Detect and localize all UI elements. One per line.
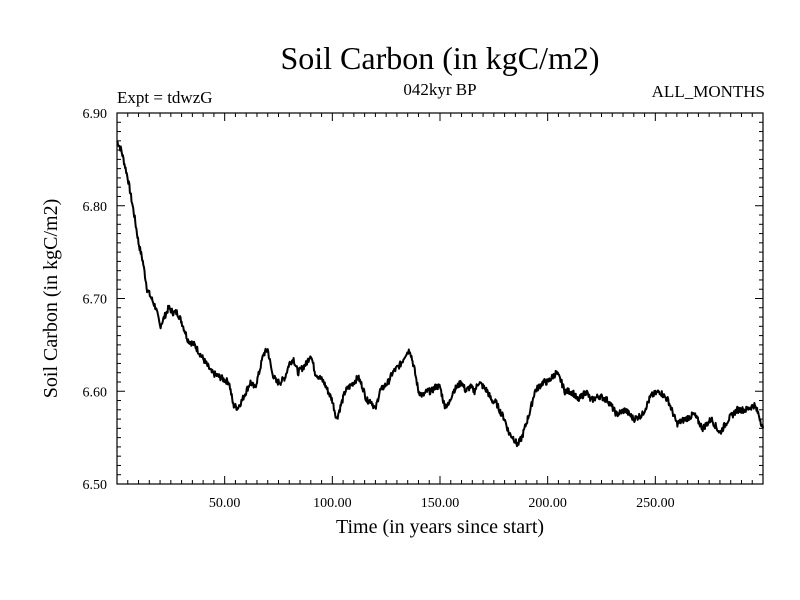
x-axis-title: Time (in years since start) — [336, 516, 544, 538]
chart-title: Soil Carbon (in kgC/m2) — [280, 40, 600, 76]
y-tick-label: 6.70 — [83, 293, 108, 308]
x-tick-label: 250.00 — [636, 496, 675, 511]
y-tick-label: 6.90 — [83, 107, 108, 122]
y-tick-label: 6.50 — [83, 478, 108, 493]
x-tick-label: 100.00 — [313, 496, 352, 511]
x-tick-label: 50.00 — [209, 496, 241, 511]
plot-frame — [116, 112, 764, 485]
soil-carbon-series-line — [116, 140, 764, 448]
tick-labels: 50.00 100.00 150.00 200.00 250.00 6.50 6.60 6.7… — [83, 107, 675, 511]
x-tick-label: 200.00 — [528, 496, 567, 511]
x-tick-label: 150.00 — [421, 496, 460, 511]
y-tick-label: 6.80 — [83, 200, 108, 215]
y-axis-title: Soil Carbon (in kgC/m2) — [40, 199, 62, 398]
axis-ticks — [117, 113, 763, 484]
chart-subtitle: 042kyr BP — [403, 80, 477, 99]
experiment-label: Expt = tdwzG — [117, 88, 213, 107]
y-tick-label: 6.60 — [83, 385, 108, 400]
months-label: ALL_MONTHS — [651, 82, 765, 101]
